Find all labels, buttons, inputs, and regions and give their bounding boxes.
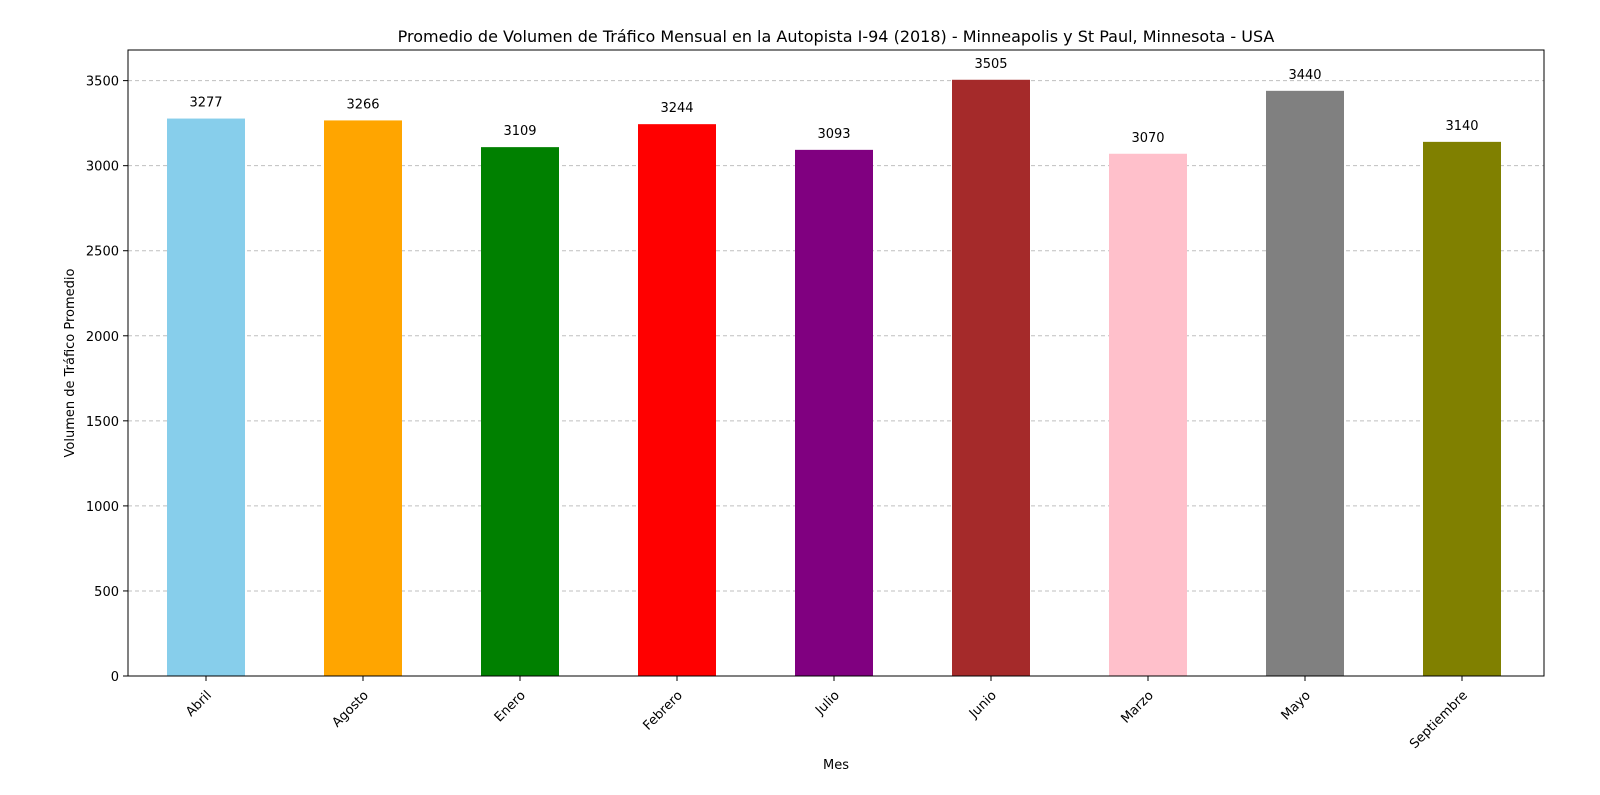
- bar: [324, 120, 402, 677]
- y-axis-label: Volumen de Tráfico Promedio: [63, 268, 78, 457]
- y-tick-label: 2000: [86, 330, 119, 345]
- y-tick-label: 500: [94, 585, 119, 600]
- data-label: 3070: [1131, 131, 1164, 146]
- y-tick-label: 3000: [86, 160, 119, 175]
- data-label: 3244: [660, 101, 693, 116]
- x-axis: Abril Agosto Enero Febrero Julio Junio Marzo Ma…: [183, 676, 1471, 752]
- bar: [481, 147, 559, 676]
- x-tick-label: Abril: [183, 688, 215, 720]
- chart-title: Promedio de Volumen de Tráfico Mensual e…: [398, 27, 1275, 46]
- bar: [795, 149, 873, 676]
- y-tick-label: 3500: [86, 75, 119, 90]
- y-tick-label: 1500: [86, 415, 119, 430]
- x-axis-label: Mes: [823, 758, 849, 773]
- x-tick-label: Julio: [812, 688, 843, 719]
- bar: [167, 118, 245, 676]
- x-tick-label: Marzo: [1118, 688, 1156, 726]
- y-tick-label: 1000: [86, 500, 119, 515]
- bar: [952, 79, 1030, 676]
- data-label: 3277: [189, 96, 222, 111]
- x-tick-label: Junio: [966, 688, 1000, 722]
- y-tick-label: 0: [111, 670, 119, 685]
- data-label: 3093: [817, 127, 850, 142]
- data-labels: 3277 3266 3109 3244 3093 3505 3070 3440 3140: [189, 57, 1478, 146]
- bars-layer: [167, 79, 1501, 677]
- plot-frame: [127, 49, 1545, 677]
- x-tick-label: Agosto: [329, 688, 371, 730]
- y-axis: 0 500 1000 1500 2000 2500 3000 3500: [86, 75, 128, 685]
- data-label: 3440: [1288, 68, 1321, 83]
- bar: [1423, 141, 1501, 676]
- y-tick-label: 2500: [86, 245, 119, 260]
- data-label: 3266: [346, 97, 379, 112]
- bar: [1266, 90, 1344, 676]
- data-label: 3505: [974, 57, 1007, 72]
- x-tick-label: Mayo: [1279, 688, 1314, 723]
- bar: [638, 124, 716, 677]
- bar: [1109, 153, 1187, 677]
- data-label: 3109: [503, 124, 536, 139]
- x-tick-label: Enero: [492, 688, 529, 725]
- x-tick-label: Febrero: [641, 688, 686, 733]
- x-tick-label: Septiembre: [1407, 688, 1471, 752]
- data-label: 3140: [1445, 119, 1478, 134]
